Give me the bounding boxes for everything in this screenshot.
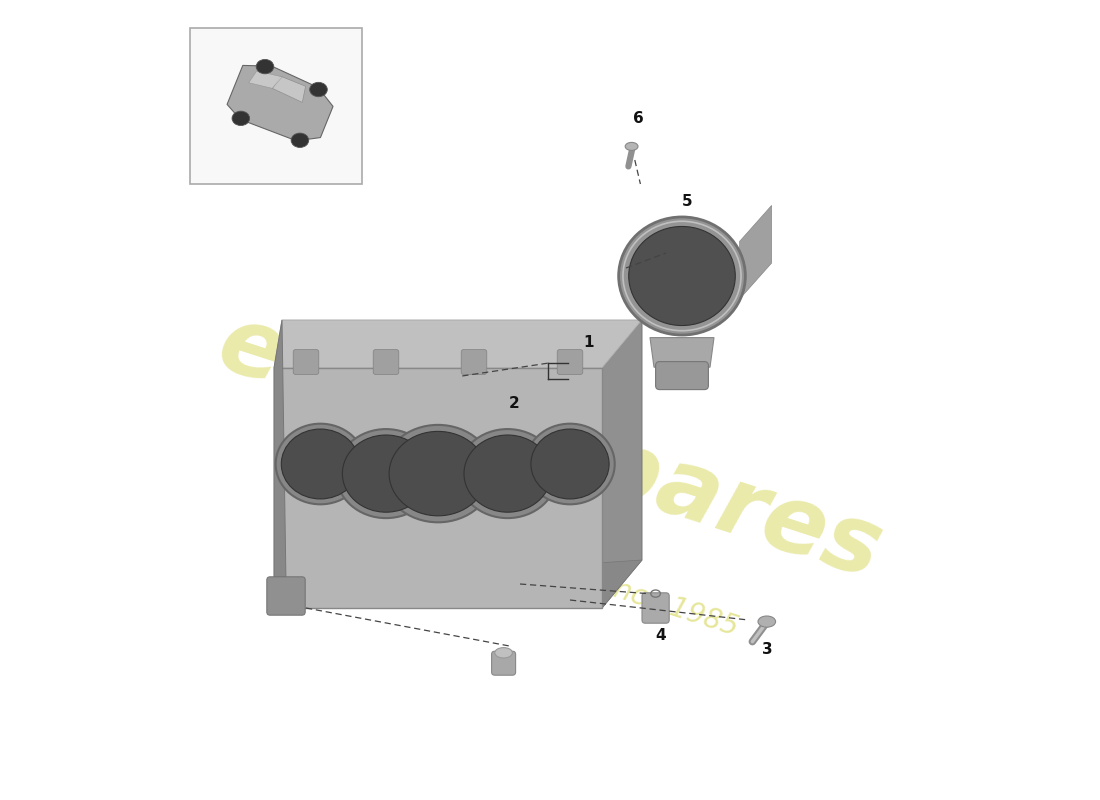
Polygon shape (274, 320, 286, 608)
FancyBboxPatch shape (294, 350, 319, 374)
FancyBboxPatch shape (558, 350, 583, 374)
Ellipse shape (310, 82, 328, 97)
Ellipse shape (342, 435, 430, 512)
Ellipse shape (629, 226, 735, 326)
FancyBboxPatch shape (656, 362, 708, 390)
Ellipse shape (389, 431, 487, 516)
FancyBboxPatch shape (461, 350, 487, 374)
Ellipse shape (256, 59, 274, 74)
FancyBboxPatch shape (267, 577, 305, 615)
Ellipse shape (337, 429, 436, 518)
Polygon shape (227, 66, 333, 141)
Text: 2: 2 (508, 397, 519, 411)
Text: 1: 1 (583, 335, 594, 350)
Ellipse shape (618, 217, 746, 335)
Text: euro°°spares: euro°°spares (207, 298, 893, 598)
Text: 4: 4 (656, 629, 666, 643)
Ellipse shape (382, 425, 494, 522)
Ellipse shape (625, 142, 638, 150)
Polygon shape (273, 76, 306, 102)
FancyBboxPatch shape (373, 350, 399, 374)
Text: 6: 6 (632, 111, 644, 126)
Text: 3: 3 (762, 642, 773, 657)
Ellipse shape (531, 429, 609, 499)
Polygon shape (602, 320, 642, 608)
Polygon shape (650, 338, 714, 367)
Ellipse shape (464, 435, 551, 512)
Polygon shape (274, 368, 602, 608)
Ellipse shape (458, 429, 558, 518)
Ellipse shape (526, 424, 615, 504)
FancyBboxPatch shape (642, 593, 669, 623)
Ellipse shape (232, 111, 250, 126)
Ellipse shape (495, 648, 513, 658)
Ellipse shape (282, 429, 360, 499)
Text: 5: 5 (682, 194, 693, 209)
Polygon shape (274, 320, 642, 368)
Text: a passion for parts since 1985: a passion for parts since 1985 (334, 486, 741, 642)
Polygon shape (274, 560, 642, 608)
Ellipse shape (758, 616, 776, 627)
Polygon shape (249, 71, 283, 88)
FancyBboxPatch shape (492, 651, 516, 675)
Polygon shape (739, 206, 771, 299)
Ellipse shape (292, 133, 309, 147)
Ellipse shape (276, 424, 365, 504)
Bar (190, 28, 362, 184)
